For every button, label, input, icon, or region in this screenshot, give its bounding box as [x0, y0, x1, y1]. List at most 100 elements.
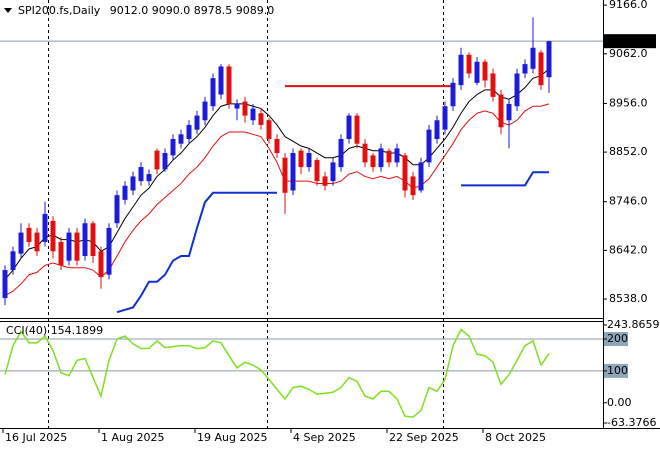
candle-body [34, 232, 40, 252]
candle-body [370, 155, 376, 168]
candle-body [74, 232, 80, 261]
candle-body [226, 66, 232, 104]
menu-triangle [4, 8, 12, 13]
candle-body [450, 82, 456, 107]
candle-body [82, 223, 88, 256]
candle-body [426, 129, 432, 163]
candle-body [506, 103, 512, 121]
candle-body [210, 78, 216, 107]
candle-body [242, 101, 248, 116]
y-tick-label: 8538.0 [609, 292, 648, 305]
candle-body [218, 66, 224, 95]
cci-tick-label: 100 [607, 364, 628, 377]
cci-current: 154.1899 [51, 324, 104, 337]
candle-body [394, 148, 400, 163]
candle-body [194, 115, 200, 130]
candle-body [314, 160, 320, 182]
price-label: 9089.0 [608, 34, 647, 47]
candle-body [258, 113, 264, 125]
candle-body [122, 185, 128, 200]
candle-body [354, 115, 360, 144]
info-open: 9012.0 [110, 4, 149, 17]
x-tick-label: 8 Oct 2025 [485, 431, 546, 444]
candle-body [298, 150, 304, 168]
candle-body [498, 94, 504, 128]
line [116, 191, 277, 314]
candle-body [538, 52, 544, 86]
y-tick-label: 9166.0 [609, 0, 648, 11]
candle-body [18, 232, 24, 254]
candle-body [306, 153, 312, 168]
info-high: 9090.0 [152, 4, 191, 17]
candle-body [10, 251, 16, 271]
candle-body [410, 176, 416, 196]
candle-body [138, 167, 144, 182]
cci-tick-label: 200 [607, 332, 628, 345]
cci-tick-label: 243.8659 [607, 318, 660, 331]
candle-body [154, 150, 160, 170]
candle-body [162, 153, 168, 170]
separators [48, 0, 444, 428]
cci-level-box [604, 331, 628, 346]
candle-body [290, 153, 296, 191]
candle-body [170, 138, 176, 156]
x-tick-label: 4 Sep 2025 [293, 431, 356, 444]
candle-body [234, 103, 240, 109]
candle-body [106, 227, 112, 275]
price-label-box [604, 34, 656, 49]
candle-body [90, 223, 96, 256]
candle-body [186, 124, 192, 139]
candle-body [2, 270, 8, 299]
cci-level-box [604, 363, 628, 378]
candle-body [442, 106, 448, 130]
candle-body [322, 176, 328, 186]
y-tick-label: 8642.0 [609, 243, 648, 256]
symbol: SPI200.fs,Daily [18, 4, 101, 17]
candle-body [98, 251, 104, 278]
candle-body [338, 138, 344, 168]
candle-body [402, 155, 408, 191]
candle-body [378, 148, 384, 168]
candle-body [362, 143, 368, 163]
candle-body [546, 41, 552, 78]
cci-tick-label: -63.3766 [607, 416, 656, 429]
candle-body [330, 162, 336, 182]
candle-body [418, 162, 424, 191]
line [4, 68, 550, 280]
candle-body [466, 54, 472, 74]
candle-body [386, 150, 392, 163]
candle-body [282, 157, 288, 193]
candle-body [66, 232, 72, 261]
line [4, 328, 550, 418]
cci-name: CCI(40) [6, 324, 47, 337]
candle-body [474, 61, 480, 83]
x-tick-label: 16 Jul 2025 [5, 431, 67, 444]
candle-body [482, 61, 488, 81]
candle-body [42, 213, 48, 242]
line [4, 103, 550, 297]
y-tick-label: 8852.0 [609, 145, 648, 158]
info-low: 8978.5 [194, 4, 233, 17]
candle-body [250, 108, 256, 121]
candle-body [26, 227, 32, 242]
candle-body [458, 54, 464, 86]
candle-body [514, 73, 520, 107]
candle-body [178, 134, 184, 144]
candle-body [266, 120, 272, 139]
candle-body [58, 241, 64, 266]
candle-body [530, 47, 536, 69]
candle-body [274, 138, 280, 154]
chart-header: SPI200.fs,Daily 9012.0 9090.0 8978.5 908… [18, 4, 274, 17]
candle-body [202, 101, 208, 121]
y-tick-label: 8956.0 [609, 96, 648, 109]
y-tick-label: 8746.0 [609, 195, 648, 208]
candle-body [146, 174, 152, 182]
line [461, 171, 549, 187]
x-tick-label: 19 Aug 2025 [197, 431, 267, 444]
cci-header: CCI(40) 154.1899 [6, 324, 103, 337]
candle-body [522, 64, 528, 74]
candle-body [130, 176, 136, 191]
